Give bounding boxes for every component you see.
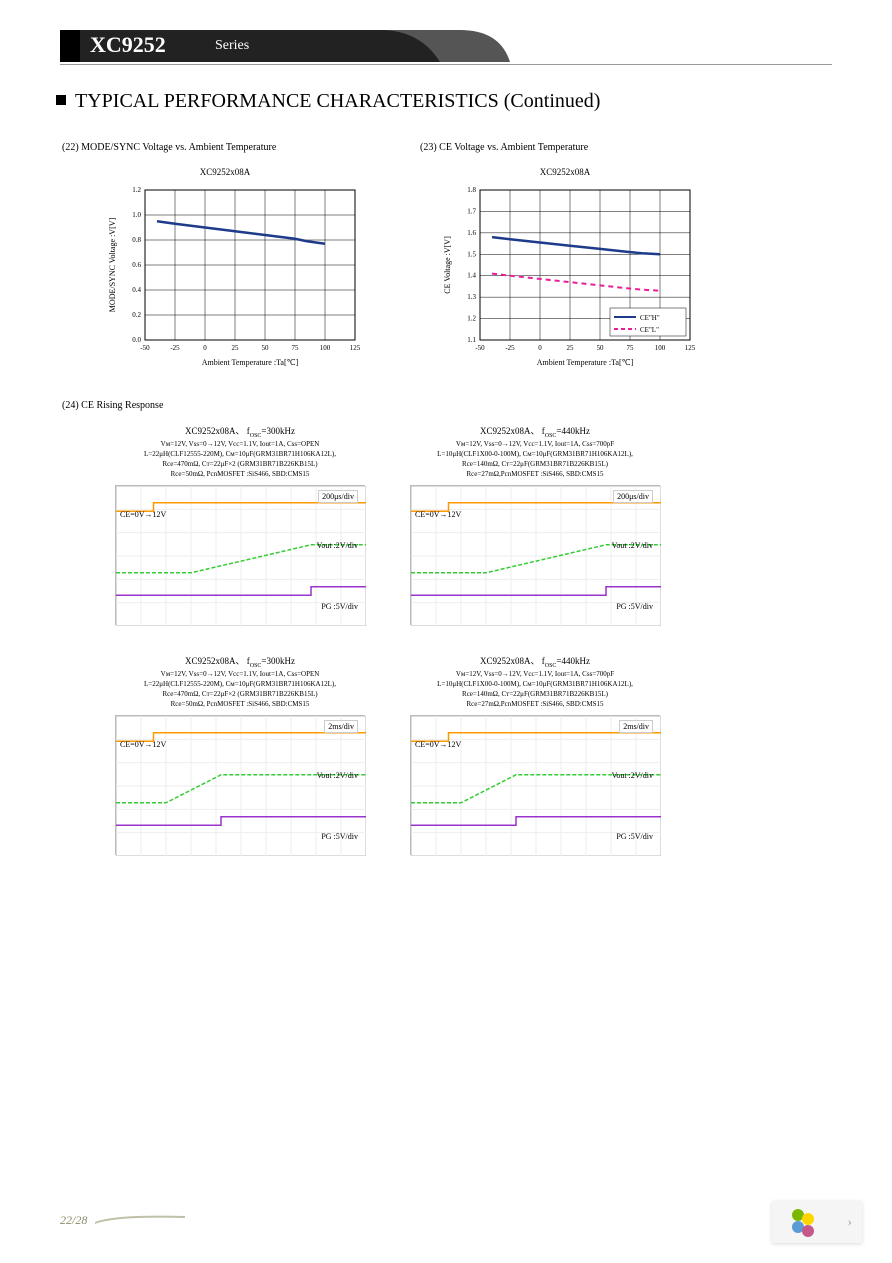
svg-text:75: 75 bbox=[627, 344, 635, 352]
scope-3-vout-label: Vout :2V/div bbox=[612, 771, 653, 780]
scope-1-pg-label: PG :5V/div bbox=[616, 602, 653, 611]
svg-text:0.0: 0.0 bbox=[132, 336, 141, 344]
scope-3-pg-label: PG :5V/div bbox=[616, 832, 653, 841]
scope-2-ce-label: CE=0V→12V bbox=[120, 740, 166, 749]
chart23-chip: XC9252x08A bbox=[440, 167, 690, 177]
svg-text:75: 75 bbox=[292, 344, 300, 352]
section-title: TYPICAL PERFORMANCE CHARACTERISTICS (Con… bbox=[75, 90, 600, 113]
svg-text:MODE/SYNC Voltage :V[V]: MODE/SYNC Voltage :V[V] bbox=[108, 217, 117, 312]
scope-1-ce-label: CE=0V→12V bbox=[415, 510, 461, 519]
scope-1-params: XC9252x08A、 fOSC=440kHzVᴍ=12V, Vss=0→12V… bbox=[395, 425, 675, 479]
svg-text:1.8: 1.8 bbox=[467, 186, 476, 194]
part-number: XC9252 bbox=[90, 32, 166, 58]
svg-text:CE"H": CE"H" bbox=[640, 314, 660, 322]
scope-3-params: XC9252x08A、 fOSC=440kHzVᴍ=12V, Vss=0→12V… bbox=[395, 655, 675, 709]
svg-text:125: 125 bbox=[685, 344, 696, 352]
svg-text:1.0: 1.0 bbox=[132, 211, 141, 219]
svg-text:100: 100 bbox=[320, 344, 331, 352]
svg-text:0.4: 0.4 bbox=[132, 286, 141, 294]
scope-2-grid: 2ms/div CE=0V→12V Vout :2V/div PG :5V/div bbox=[115, 715, 365, 855]
svg-text:0.2: 0.2 bbox=[132, 311, 141, 319]
svg-text:1.2: 1.2 bbox=[132, 186, 141, 194]
svg-text:25: 25 bbox=[232, 344, 240, 352]
scope-0-params: XC9252x08A、 fOSC=300kHzVᴍ=12V, Vss=0→12V… bbox=[100, 425, 380, 479]
series-label: Series bbox=[215, 38, 249, 54]
svg-text:CE"L": CE"L" bbox=[640, 326, 659, 334]
scope-1-timediv: 200μs/div bbox=[613, 490, 653, 503]
svg-text:0.6: 0.6 bbox=[132, 261, 141, 269]
svg-text:100: 100 bbox=[655, 344, 666, 352]
footer-swoosh bbox=[95, 1211, 185, 1221]
corner-arrow-icon: › bbox=[847, 1215, 852, 1231]
header-black-block bbox=[60, 30, 80, 62]
svg-text:-25: -25 bbox=[170, 344, 180, 352]
scope-0-grid: 200μs/div CE=0V→12V Vout :2V/div PG :5V/div bbox=[115, 485, 365, 625]
scope-1: XC9252x08A、 fOSC=440kHzVᴍ=12V, Vss=0→12V… bbox=[395, 425, 675, 625]
header-rule bbox=[60, 64, 832, 65]
page-header: XC9252 Series bbox=[60, 30, 832, 64]
scope-0-timediv: 200μs/div bbox=[318, 490, 358, 503]
scope-3-timediv: 2ms/div bbox=[619, 720, 653, 733]
svg-text:CE Voltage :V[V]: CE Voltage :V[V] bbox=[443, 236, 452, 294]
svg-text:1.3: 1.3 bbox=[467, 293, 476, 301]
svg-text:50: 50 bbox=[597, 344, 605, 352]
scope-1-vout-label: Vout :2V/div bbox=[612, 541, 653, 550]
scope-0-pg-label: PG :5V/div bbox=[321, 602, 358, 611]
chart23: -50 -25 0 25 50 75 100 125 1.1 1.2 1.3 1.4 1.5 1.6 1.7… bbox=[440, 180, 700, 370]
scope-2-vout-label: Vout :2V/div bbox=[317, 771, 358, 780]
svg-text:1.5: 1.5 bbox=[467, 250, 476, 258]
svg-text:Ambient Temperature :Ta[℃]: Ambient Temperature :Ta[℃] bbox=[202, 358, 299, 367]
svg-text:-25: -25 bbox=[505, 344, 515, 352]
scope-0-ce-label: CE=0V→12V bbox=[120, 510, 166, 519]
scope-3: XC9252x08A、 fOSC=440kHzVᴍ=12V, Vss=0→12V… bbox=[395, 655, 675, 855]
scope-0: XC9252x08A、 fOSC=300kHzVᴍ=12V, Vss=0→12V… bbox=[100, 425, 380, 625]
chart22: -50 -25 0 25 50 75 100 125 0.0 0.2 0.4 0.6 0.8 1.0 1.2… bbox=[105, 180, 365, 370]
scope-3-grid: 2ms/div CE=0V→12V Vout :2V/div PG :5V/div bbox=[410, 715, 660, 855]
scope-2-pg-label: PG :5V/div bbox=[321, 832, 358, 841]
svg-text:-50: -50 bbox=[140, 344, 150, 352]
scope-2-params: XC9252x08A、 fOSC=300kHzVᴍ=12V, Vss=0→12V… bbox=[100, 655, 380, 709]
chart22-chip: XC9252x08A bbox=[100, 167, 350, 177]
svg-text:1.1: 1.1 bbox=[467, 336, 476, 344]
scope-2-timediv: 2ms/div bbox=[324, 720, 358, 733]
svg-text:-50: -50 bbox=[475, 344, 485, 352]
corner-logo: › bbox=[772, 1201, 862, 1243]
svg-text:25: 25 bbox=[567, 344, 575, 352]
svg-text:50: 50 bbox=[262, 344, 270, 352]
svg-text:Ambient Temperature :Ta[℃]: Ambient Temperature :Ta[℃] bbox=[537, 358, 634, 367]
scope-0-vout-label: Vout :2V/div bbox=[317, 541, 358, 550]
svg-text:1.4: 1.4 bbox=[467, 272, 476, 280]
scope-2: XC9252x08A、 fOSC=300kHzVᴍ=12V, Vss=0→12V… bbox=[100, 655, 380, 855]
scope-1-grid: 200μs/div CE=0V→12V Vout :2V/div PG :5V/div bbox=[410, 485, 660, 625]
svg-text:0: 0 bbox=[203, 344, 207, 352]
svg-text:125: 125 bbox=[350, 344, 361, 352]
section-bullet bbox=[56, 95, 66, 105]
svg-text:1.7: 1.7 bbox=[467, 207, 476, 215]
scope-3-ce-label: CE=0V→12V bbox=[415, 740, 461, 749]
page-number: 22/28 bbox=[60, 1213, 87, 1228]
chart23-subtitle: (23) CE Voltage vs. Ambient Temperature bbox=[420, 142, 588, 153]
chart22-subtitle: (22) MODE/SYNC Voltage vs. Ambient Tempe… bbox=[62, 142, 276, 153]
chart24-subtitle: (24) CE Rising Response bbox=[62, 400, 163, 411]
svg-text:1.2: 1.2 bbox=[467, 315, 476, 323]
svg-text:1.6: 1.6 bbox=[467, 229, 476, 237]
svg-text:0.8: 0.8 bbox=[132, 236, 141, 244]
svg-text:0: 0 bbox=[538, 344, 542, 352]
